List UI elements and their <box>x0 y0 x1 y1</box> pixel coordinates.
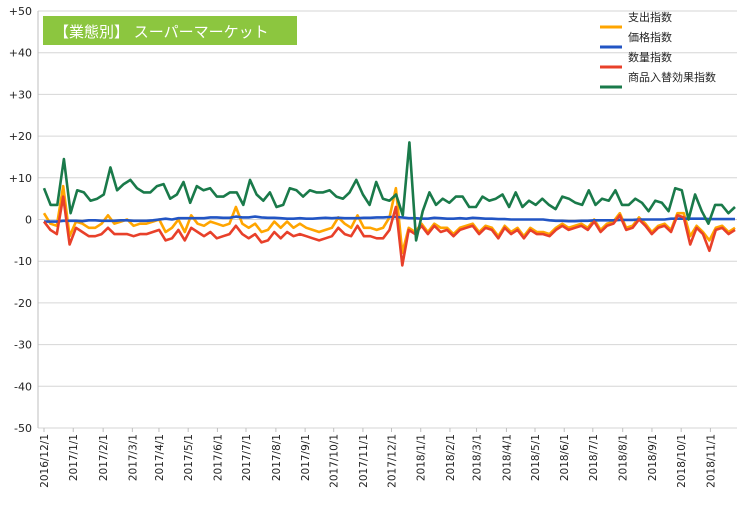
x-tick-label: 2018/7/1 <box>588 434 600 481</box>
y-tick-label: +10 <box>9 172 32 185</box>
x-tick-label: 2018/8/1 <box>618 434 630 481</box>
chart-title-background <box>43 16 297 45</box>
y-axis-ticks: +50 +40 +30 +20 +10 0 -10 -20 -30 -40 -50 <box>9 5 32 435</box>
x-tick-label: 2018/10/1 <box>676 434 688 488</box>
x-tick-label: 2017/9/1 <box>300 434 312 481</box>
x-tick-label: 2018/1/1 <box>416 434 428 481</box>
x-tick-label: 2017/3/1 <box>127 434 139 481</box>
x-tick-label: 2018/6/1 <box>559 434 571 481</box>
y-tick-label: -50 <box>14 422 32 435</box>
x-tick-label: 2017/6/1 <box>212 434 224 481</box>
x-axis-ticks: 2016/12/1 2017/1/1 2017/2/1 2017/3/1 2017/4/… <box>39 428 717 488</box>
chart-title-box: 【業態別】 スーパーマーケット <box>43 16 297 45</box>
y-tick-label: -40 <box>14 380 32 393</box>
x-tick-label: 2018/3/1 <box>472 434 484 481</box>
x-tick-label: 2017/1/1 <box>68 434 80 481</box>
y-tick-label: +20 <box>9 130 32 143</box>
x-tick-label: 2017/4/1 <box>154 434 166 481</box>
x-tick-label: 2017/2/1 <box>98 434 110 481</box>
y-tick-label: +50 <box>9 5 32 18</box>
series-line-2 <box>42 195 736 267</box>
y-tick-label: +40 <box>9 47 32 60</box>
x-tick-label: 2018/11/1 <box>705 434 717 488</box>
legend-label: 価格指数 <box>628 30 672 44</box>
x-tick-label: 2017/12/1 <box>386 434 398 488</box>
y-tick-label: 0 <box>25 214 32 227</box>
series-line-1 <box>44 215 735 223</box>
x-tick-label: 2017/10/1 <box>329 434 341 488</box>
series-lines <box>42 141 736 267</box>
x-tick-label: 2016/12/1 <box>39 434 51 488</box>
x-tick-label: 2017/5/1 <box>183 434 195 481</box>
x-tick-label: 2018/2/1 <box>445 434 457 481</box>
x-tick-label: 2017/11/1 <box>358 434 370 488</box>
legend-label: 数量指数 <box>628 50 672 64</box>
legend-label: 商品入替効果指数 <box>628 70 716 84</box>
y-tick-label: +30 <box>9 88 32 101</box>
x-tick-label: 2017/8/1 <box>271 434 283 481</box>
x-tick-label: 2017/7/1 <box>241 434 253 481</box>
chart-title: 【業態別】 スーパーマーケット <box>54 23 269 41</box>
x-tick-label: 2018/9/1 <box>647 434 659 481</box>
legend-label: 支出指数 <box>628 10 672 24</box>
series-line-3 <box>42 141 736 242</box>
y-tick-label: -30 <box>14 339 32 352</box>
y-tick-label: -20 <box>14 297 32 310</box>
y-tick-label: -10 <box>14 255 32 268</box>
x-tick-label: 2018/4/1 <box>501 434 513 481</box>
x-tick-label: 2018/5/1 <box>530 434 542 481</box>
